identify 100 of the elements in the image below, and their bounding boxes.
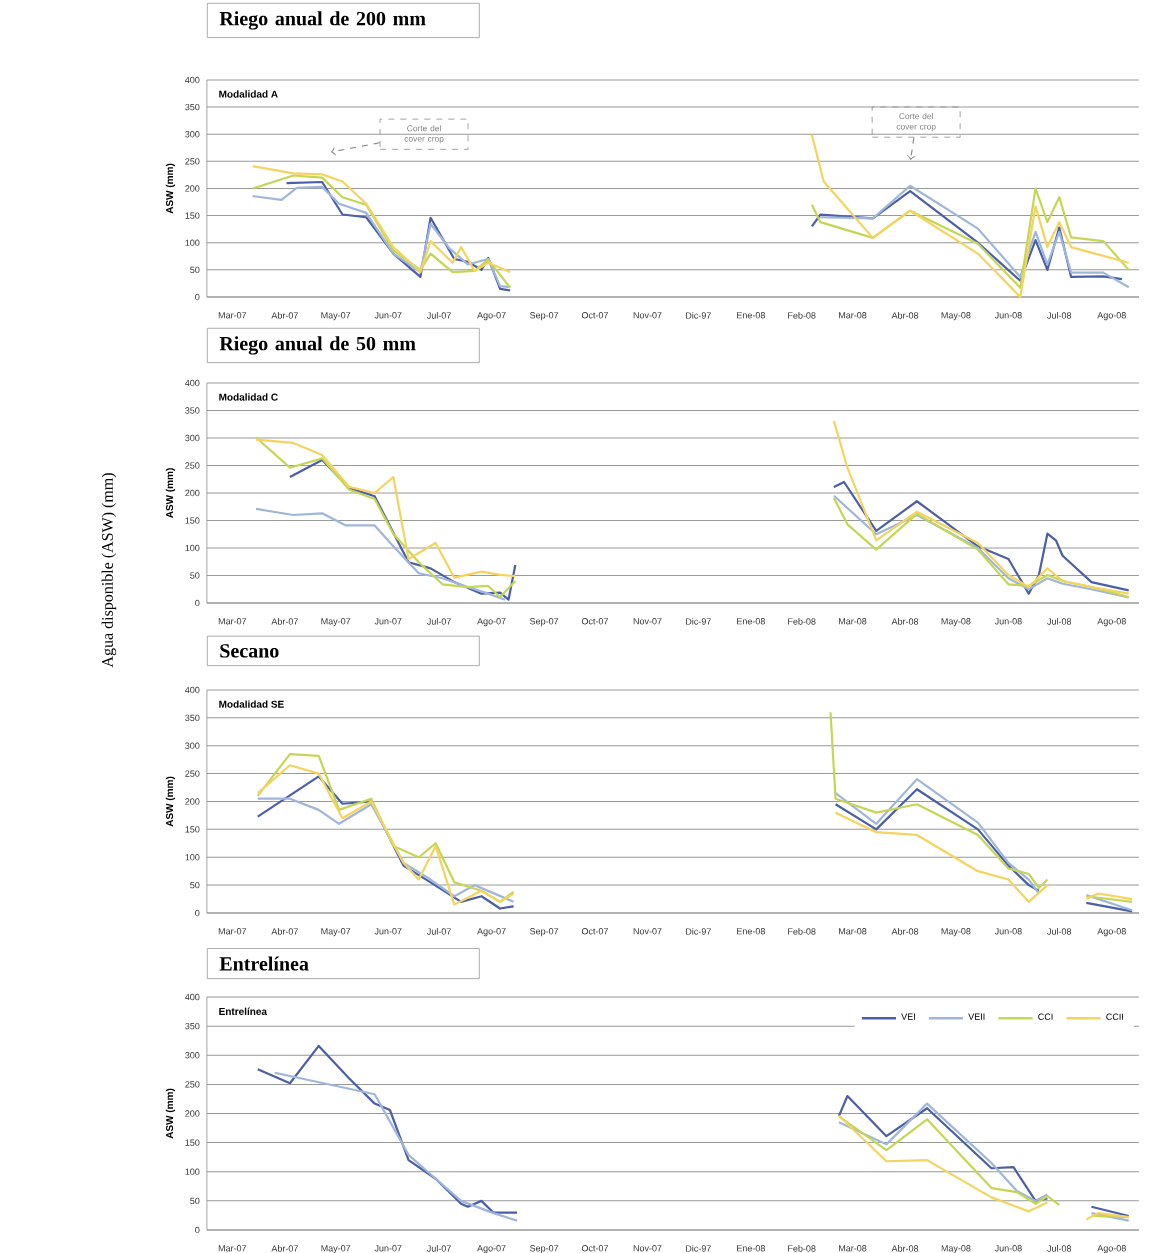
- x-tick-label: Jul-07: [426, 618, 451, 625]
- x-tick-label: Feb-08: [788, 312, 816, 319]
- y-axis-title: ASW (mm): [165, 776, 176, 827]
- x-tick-label: Ago-07: [477, 312, 506, 321]
- x-tick-label: Feb-08: [788, 618, 816, 625]
- x-tick-label: Sep-07: [530, 312, 559, 321]
- y-tick-label: 400: [185, 686, 200, 694]
- chart-title: Riego anual de 50 mm: [219, 336, 416, 355]
- y-tick-label: 0: [195, 293, 200, 301]
- y-tick-label: 150: [185, 1139, 200, 1146]
- y-tick-label: 100: [185, 544, 200, 552]
- x-tick-label: Jun-08: [994, 928, 1022, 935]
- chart-title: Entrelínea: [219, 956, 309, 971]
- y-tick-label: 400: [185, 379, 200, 387]
- x-tick-label: May-07: [321, 312, 351, 321]
- x-tick-label: Dic-97: [686, 312, 711, 319]
- x-tick-label: Oct-07: [581, 618, 609, 625]
- legend-label: CCI: [1038, 1013, 1053, 1020]
- y-tick-label: 50: [190, 266, 200, 274]
- y-tick-label: 50: [190, 1197, 200, 1205]
- x-tick-label: Feb-08: [788, 928, 816, 935]
- y-tick-label: 250: [185, 770, 200, 777]
- x-tick-label: Nov-07: [633, 618, 662, 625]
- x-tick-label: Abr-08: [891, 618, 919, 625]
- y-tick-label: 100: [185, 854, 200, 861]
- x-tick-label: May-08: [941, 312, 971, 321]
- legend-label: VEII: [968, 1013, 985, 1020]
- x-tick-label: Dic-97: [686, 618, 711, 625]
- y-tick-label: 400: [185, 76, 200, 84]
- x-tick-label: Dic-97: [686, 1245, 711, 1252]
- x-tick-label: Abr-07: [271, 312, 298, 319]
- y-tick-label: 150: [185, 212, 200, 219]
- x-tick-label: Jul-08: [1047, 618, 1072, 625]
- y-tick-label: 300: [185, 434, 200, 442]
- x-tick-label: Jun-07: [374, 312, 402, 319]
- y-tick-label: 0: [195, 599, 200, 607]
- text: Agua disponible (ASW) (mm): [101, 473, 117, 668]
- x-tick-label: Ago-08: [1097, 1245, 1126, 1253]
- y-tick-label: 200: [185, 185, 200, 192]
- x-tick-label: Sep-07: [530, 928, 559, 937]
- y-tick-label: 200: [185, 1110, 200, 1117]
- x-tick-label: Abr-07: [271, 1245, 298, 1252]
- y-axis-title: ASW (mm): [165, 163, 176, 214]
- x-tick-label: Jul-08: [1047, 928, 1072, 935]
- y-tick-label: 0: [195, 1226, 200, 1234]
- y-tick-label: 250: [185, 462, 200, 469]
- x-tick-label: May-07: [321, 618, 351, 627]
- x-tick-label: Oct-07: [581, 312, 609, 319]
- y-tick-label: 350: [185, 407, 200, 414]
- x-tick-label: Sep-07: [530, 1245, 559, 1253]
- x-tick-label: Jul-08: [1047, 312, 1072, 319]
- x-tick-label: Mar-07: [218, 928, 247, 935]
- y-axis-title: ASW (mm): [165, 468, 176, 519]
- legend-label: VEI: [901, 1013, 915, 1020]
- x-tick-label: Abr-07: [271, 928, 298, 935]
- annotation: Corte del cover crop: [404, 125, 444, 144]
- chart-title: Secano: [220, 644, 279, 658]
- x-tick-label: Mar-07: [218, 618, 247, 625]
- y-tick-label: 300: [185, 131, 200, 138]
- x-tick-label: Ene-08: [737, 1245, 766, 1252]
- x-tick-label: Ene-08: [737, 928, 766, 935]
- x-tick-label: May-07: [321, 1245, 351, 1253]
- x-tick-label: Feb-08: [788, 1245, 816, 1252]
- y-tick-label: 200: [185, 798, 200, 805]
- annotation: Corte del cover crop: [896, 112, 936, 132]
- x-tick-label: Dic-97: [686, 928, 711, 935]
- y-tick-label: 100: [185, 1168, 200, 1175]
- text: Modalidad A: [219, 90, 278, 98]
- y-axis-title: ASW (mm): [165, 1088, 176, 1139]
- x-tick-label: Ene-08: [737, 312, 766, 319]
- y-tick-label: 50: [190, 572, 200, 579]
- x-tick-label: Abr-08: [891, 928, 919, 935]
- x-tick-label: Sep-07: [530, 618, 559, 627]
- x-tick-label: Abr-08: [891, 1245, 919, 1252]
- y-tick-label: 250: [185, 1081, 200, 1088]
- y-tick-label: 350: [185, 103, 200, 111]
- x-tick-label: May-08: [941, 618, 971, 627]
- x-tick-label: May-07: [321, 928, 351, 937]
- x-tick-label: Mar-08: [839, 1245, 867, 1252]
- x-tick-label: Jun-08: [994, 1245, 1022, 1252]
- x-tick-label: Mar-08: [839, 618, 867, 625]
- x-tick-label: Ago-08: [1097, 928, 1126, 937]
- y-tick-label: 100: [185, 239, 200, 246]
- x-tick-label: Jun-08: [994, 618, 1022, 625]
- x-tick-label: Oct-07: [581, 928, 609, 935]
- text: Modalidad SE: [219, 700, 284, 708]
- x-tick-label: Ago-08: [1097, 312, 1126, 321]
- x-tick-label: Ene-08: [737, 618, 766, 625]
- x-tick-label: May-08: [941, 1245, 971, 1253]
- y-tick-label: 150: [185, 826, 200, 833]
- y-tick-label: 350: [185, 714, 200, 722]
- x-tick-label: Oct-07: [581, 1245, 609, 1252]
- y-tick-label: 300: [185, 1052, 200, 1059]
- y-tick-label: 0: [195, 909, 200, 917]
- x-tick-label: Jul-07: [426, 1245, 451, 1252]
- x-tick-label: Jul-08: [1047, 1245, 1072, 1252]
- y-tick-label: 150: [185, 517, 200, 524]
- y-tick-label: 200: [185, 489, 200, 497]
- text: Entrelínea: [219, 1007, 268, 1015]
- y-tick-label: 400: [185, 993, 200, 1001]
